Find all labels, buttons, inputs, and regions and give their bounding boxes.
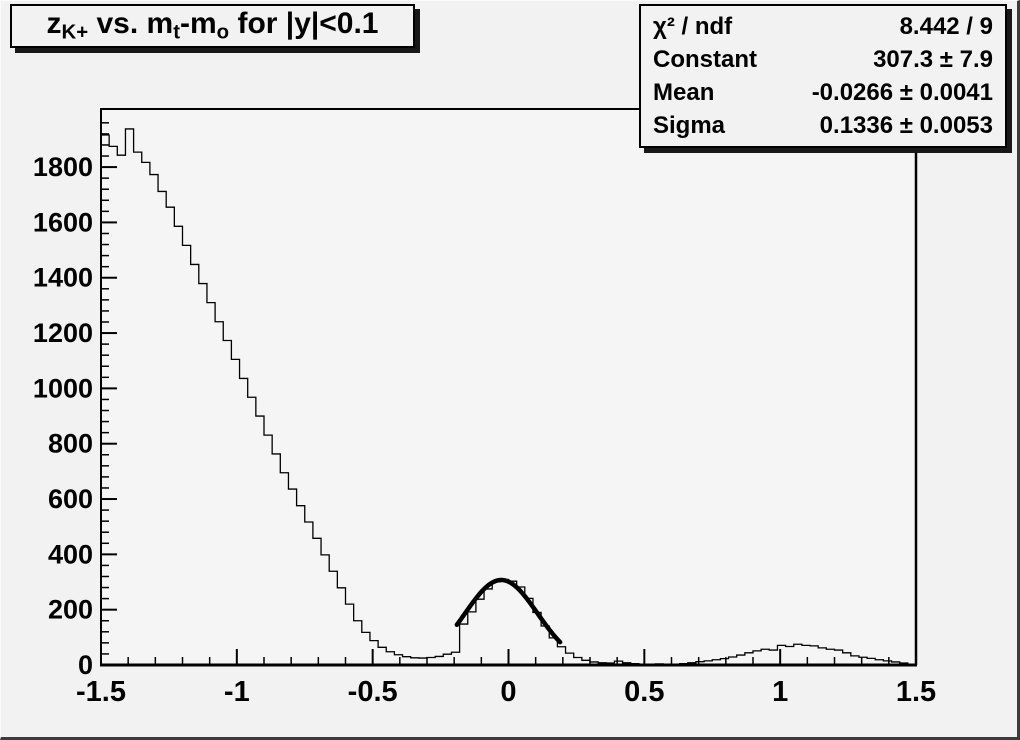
stat-row-chi2: χ² / ndf 8.442 / 9 — [653, 13, 993, 41]
title-box: zK+ vs. mt-mo for |y|<0.1 — [10, 4, 415, 48]
y-tick-label: 800 — [48, 429, 93, 459]
plot-frame — [100, 108, 917, 666]
stat-label: χ² / ndf — [653, 12, 733, 40]
y-tick-label: 1400 — [33, 263, 93, 293]
x-tick-label: -1 — [224, 676, 250, 708]
x-tick-label: -0.5 — [348, 676, 398, 708]
stats-box: χ² / ndf 8.442 / 9 Constant 307.3 ± 7.9 … — [639, 4, 1007, 148]
y-tick-label: 0 — [78, 650, 93, 680]
y-axis-ticks: 0 200 400 600 800 1000 1200 1400 1600 1800 — [33, 122, 117, 680]
stat-row-mean: Mean -0.0266 ± 0.0041 — [653, 79, 993, 107]
y-tick-label: 400 — [48, 539, 93, 569]
y-tick-label: 1200 — [33, 318, 93, 348]
stat-label: Constant — [653, 45, 757, 73]
stat-value: 307.3 ± 7.9 — [873, 45, 993, 73]
x-tick-label: 1 — [772, 676, 788, 708]
stat-value: -0.0266 ± 0.0041 — [811, 78, 993, 106]
x-tick-label: 0 — [500, 676, 516, 708]
title-text: zK+ vs. mt-mo for |y|<0.1 — [46, 7, 379, 44]
x-tick-label: 0.5 — [624, 676, 664, 708]
y-tick-label: 1000 — [33, 373, 93, 403]
stat-value: 0.1336 ± 0.0053 — [819, 111, 993, 139]
x-axis-ticks: -1.5 -1 -0.5 0 0.5 1 1.5 — [76, 649, 936, 708]
stat-row-constant: Constant 307.3 ± 7.9 — [653, 46, 993, 74]
stat-label: Sigma — [653, 111, 726, 139]
stat-label: Mean — [653, 78, 715, 106]
y-tick-label: 600 — [48, 484, 93, 514]
y-tick-label: 1800 — [33, 152, 93, 182]
y-tick-label: 200 — [48, 595, 93, 625]
stat-row-sigma: Sigma 0.1336 ± 0.0053 — [653, 112, 993, 140]
y-tick-label: 1600 — [33, 207, 93, 237]
fit-curve — [454, 577, 563, 645]
x-tick-label: 1.5 — [896, 676, 936, 708]
x-tick-label: -1.5 — [76, 676, 126, 708]
stat-value: 8.442 / 9 — [899, 12, 993, 40]
